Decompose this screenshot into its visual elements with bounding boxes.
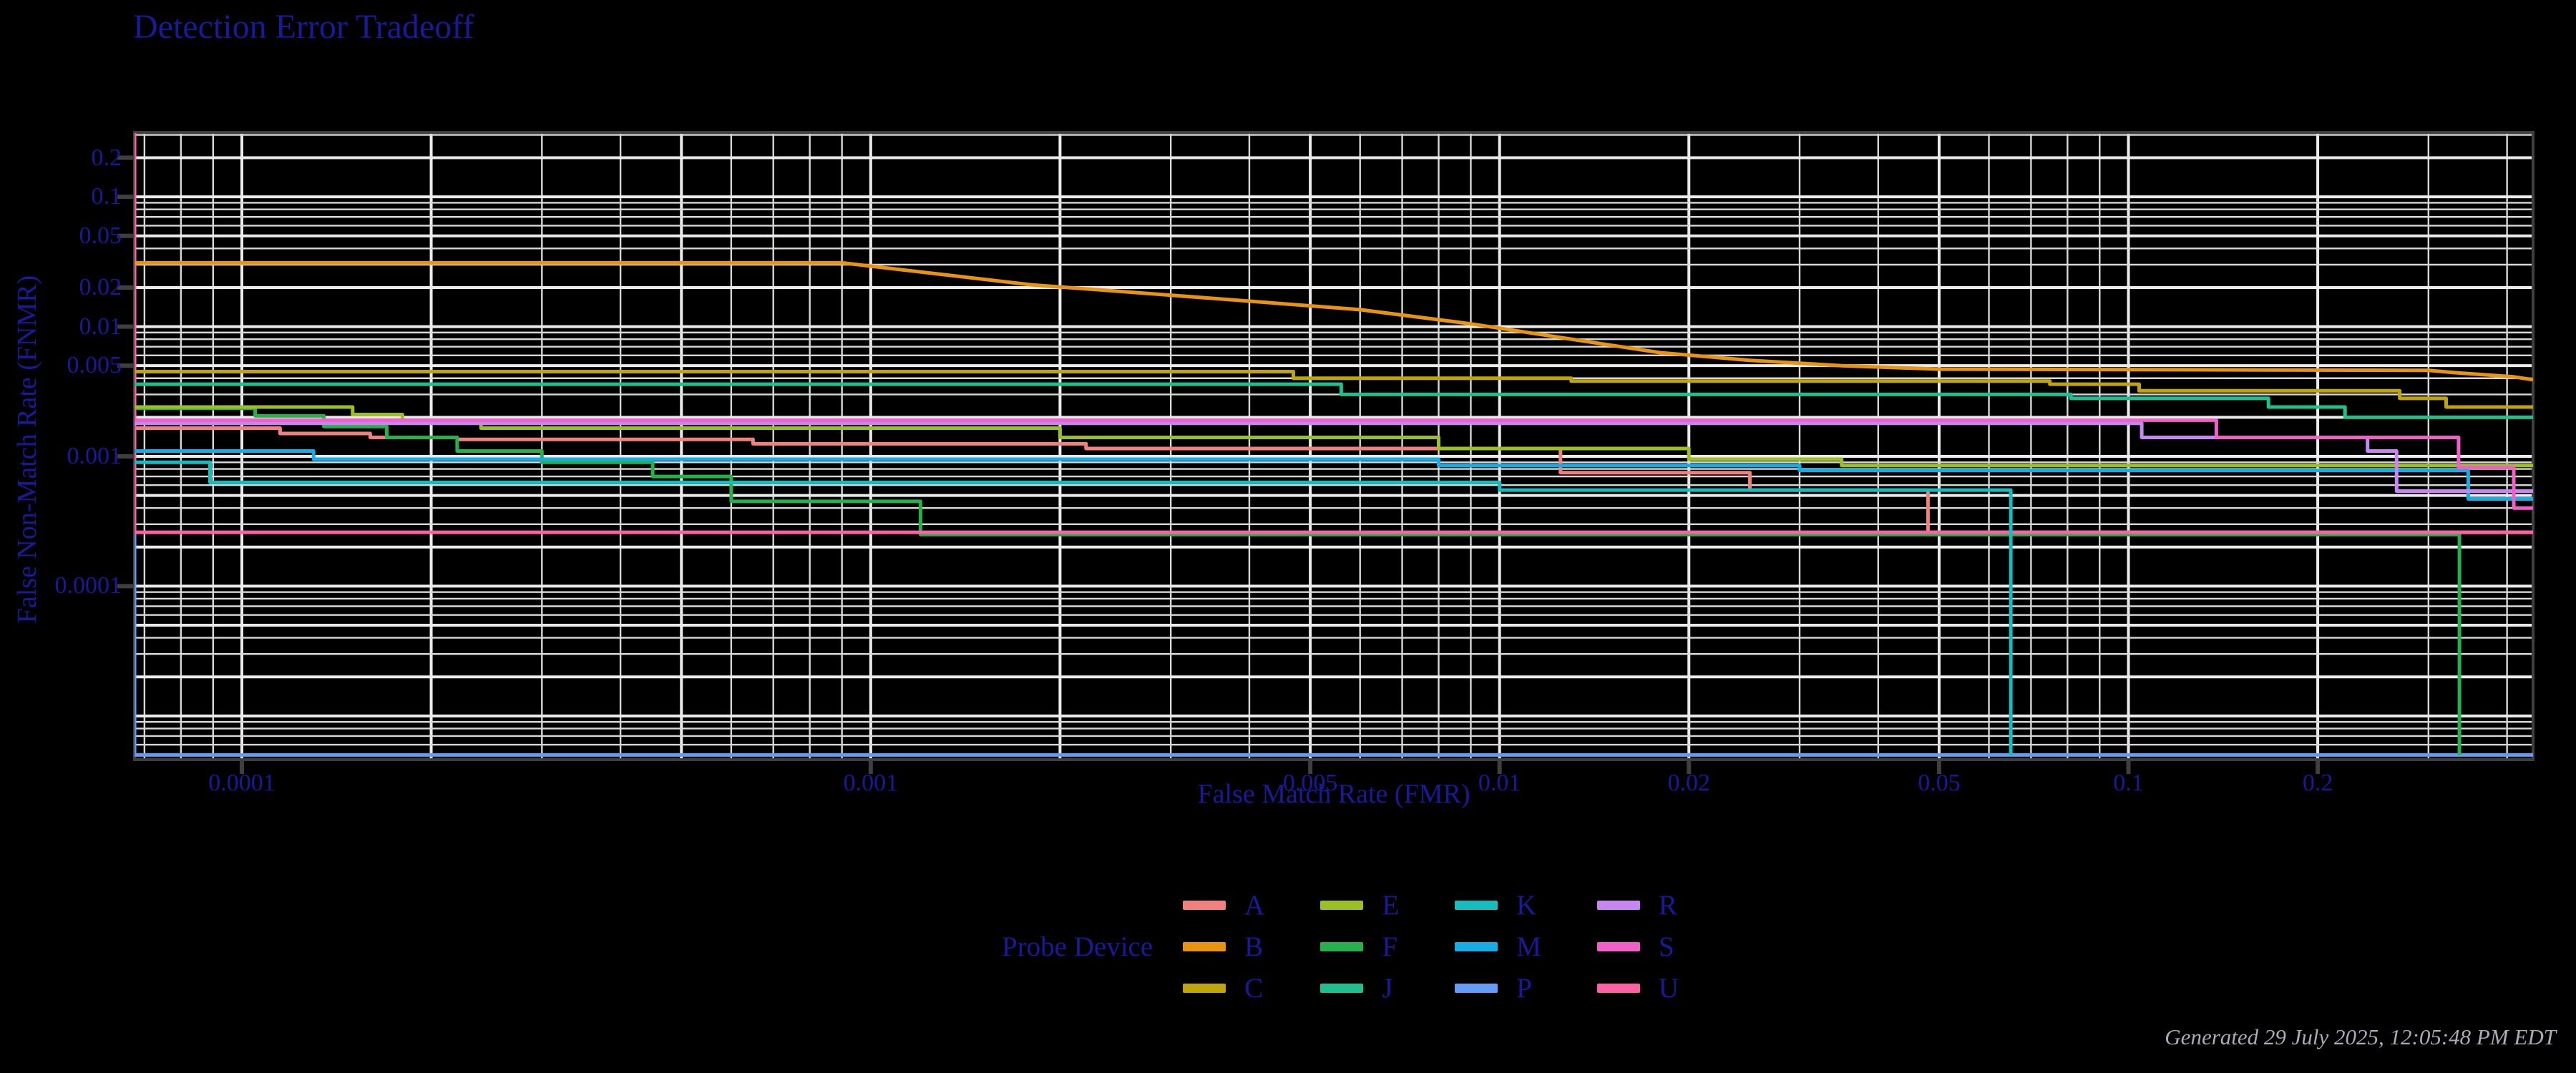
legend-entry-C: C — [1183, 974, 1264, 1002]
legend-label: P — [1516, 972, 1532, 1004]
legend-swatch-icon — [1596, 983, 1640, 993]
series-M-line — [135, 449, 2533, 501]
legend-label: C — [1244, 972, 1264, 1004]
series-C-line — [135, 370, 2533, 409]
legend-entry-U: U — [1596, 972, 1679, 1004]
legend-entry-A: A — [1183, 891, 1264, 919]
series-P-line — [135, 490, 2533, 757]
x-tick-label: 0.2 — [2302, 770, 2333, 796]
legend-title: Probe Device — [1002, 931, 1153, 962]
legend-label: S — [1658, 931, 1674, 962]
x-tick-label: 0.05 — [1918, 770, 1961, 796]
y-tick-label: 0.005 — [67, 352, 122, 379]
legend-swatch-icon — [1596, 900, 1640, 910]
legend-entry-B: B — [1183, 933, 1264, 961]
y-tick-label: 0.2 — [91, 144, 122, 171]
legend-entry-F: F — [1320, 933, 1399, 961]
legend-label: J — [1382, 972, 1393, 1004]
x-tick-label: 0.001 — [843, 770, 899, 796]
legend-swatch-icon — [1455, 941, 1498, 951]
legend-entry-R: R — [1596, 889, 1679, 921]
curves — [135, 133, 2533, 757]
legend-swatch-icon — [1596, 941, 1640, 951]
legend-entry-M: M — [1455, 933, 1541, 961]
legend-label: E — [1382, 889, 1400, 921]
y-tick-label: 0.001 — [67, 442, 122, 469]
legend-swatch-icon — [1183, 900, 1226, 910]
legend-swatch-icon — [1320, 983, 1364, 993]
legend-label: M — [1516, 931, 1541, 962]
legend-swatch-icon — [1455, 983, 1498, 993]
legend-swatch-icon — [1320, 941, 1364, 951]
x-tick-label: 0.01 — [1478, 770, 1521, 796]
x-tick-label: 0.0001 — [208, 770, 275, 796]
legend-entry-J: J — [1320, 974, 1399, 1002]
series-S-line — [135, 418, 2533, 510]
series-K-line — [135, 460, 2013, 755]
legend-swatch-icon — [1455, 900, 1498, 910]
page-title: Detection Error Tradeoff — [133, 8, 474, 46]
legend-label: A — [1244, 889, 1265, 921]
series-R-line — [135, 421, 2533, 493]
legend-label: K — [1516, 889, 1537, 921]
legend-label: B — [1244, 931, 1264, 962]
x-tick-label: 0.02 — [1667, 770, 1710, 796]
legend-entry-E: E — [1320, 891, 1399, 919]
y-tick-label: 0.02 — [79, 273, 122, 300]
y-tick-label: 0.1 — [91, 183, 122, 210]
legend-swatch-icon — [1320, 900, 1364, 910]
y-tick-label: 0.0001 — [54, 572, 122, 599]
x-axis-title: False Match Rate (FMR) — [1197, 779, 1470, 809]
x-tick-label: 0.005 — [1282, 770, 1338, 796]
legend-swatch-icon — [1183, 941, 1226, 951]
series-B-line — [135, 260, 2533, 382]
legend-label: F — [1382, 931, 1398, 962]
series-E-line — [135, 405, 2533, 468]
legend-entry-K: K — [1455, 891, 1541, 919]
legend-swatch-icon — [1183, 983, 1226, 993]
legend-entry-P: P — [1455, 974, 1541, 1002]
series-U-line — [135, 133, 2533, 534]
legend-label: R — [1658, 889, 1677, 921]
series-F-line — [135, 406, 2462, 755]
legend-label: U — [1658, 972, 1679, 1004]
y-tick-label: 0.01 — [79, 313, 122, 340]
series-A-line — [135, 426, 2533, 534]
legend-entry-S: S — [1596, 931, 1679, 962]
series-J-line — [135, 382, 2533, 419]
generated-timestamp: Generated 29 July 2025, 12:05:48 PM EDT — [2165, 1024, 2556, 1049]
y-tick-label: 0.05 — [79, 222, 122, 249]
x-tick-label: 0.1 — [2113, 770, 2144, 796]
